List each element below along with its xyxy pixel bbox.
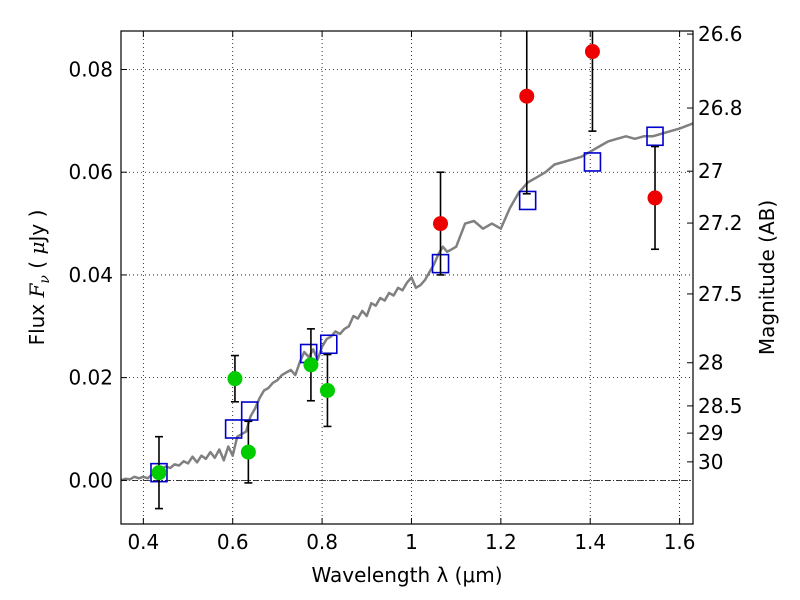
y-axis-label-suffix: Jy ) [25, 210, 49, 244]
model-photometry-square [646, 126, 664, 147]
right-y-tick-label: 28.5 [698, 394, 743, 418]
y-axis-label-middle: ( [25, 255, 49, 276]
model-spectrum-line [121, 122, 693, 482]
y-axis-label-mu: μ [25, 242, 49, 255]
model-photometry-square [518, 190, 537, 211]
y-tick-label: 0.04 [68, 263, 113, 287]
observed-point-green [227, 371, 243, 387]
y-tick-label: 0.02 [68, 366, 113, 390]
observed-point-green [151, 465, 167, 481]
right-y-tick-label: 26.6 [698, 22, 743, 46]
y-axis-label: Flux Fν ( μJy ) [25, 210, 53, 346]
y-axis-label-prefix: Flux [25, 297, 49, 345]
model-photometry-square [583, 152, 602, 172]
plot-area [121, 31, 693, 510]
observed-point-green [319, 382, 335, 398]
y-axis-label-symbol: F [25, 282, 49, 298]
observed-point-red [584, 44, 600, 60]
observed-point-green [240, 444, 256, 460]
model-photometry-square [240, 401, 259, 421]
observed-point-red [433, 216, 449, 232]
model-photometry-square [224, 419, 243, 439]
grid-lines [121, 31, 693, 524]
axis-ticks: 0.4 0.6 0.8 1 1.2 1.4 1.6 0.00 0.02 0.04 0.06 0.08 2… [68, 22, 742, 554]
x-tick-label: 1.4 [574, 530, 606, 554]
model-photometry-square [319, 334, 338, 355]
x-axis-label: Wavelength λ (μm) [311, 563, 502, 587]
y-tick-label: 0.00 [68, 468, 113, 492]
right-y-axis-label: Magnitude (AB) [755, 200, 779, 355]
plot-frame [120, 30, 694, 525]
observed-point-red [519, 88, 535, 104]
right-y-tick-label: 28 [698, 351, 723, 375]
observed-point-red [647, 190, 663, 206]
right-y-tick-label: 27.2 [698, 211, 743, 235]
x-tick-label: 1.2 [485, 530, 517, 554]
x-tick-label: 0.4 [127, 530, 159, 554]
y-tick-label: 0.06 [68, 160, 113, 184]
y-tick-label: 0.08 [68, 58, 113, 82]
observed-point-green [303, 357, 319, 373]
right-y-tick-label: 27 [698, 159, 723, 183]
y-axis-label-subscript: ν [37, 275, 53, 284]
x-tick-label: 1.6 [664, 530, 696, 554]
right-y-tick-label: 27.5 [698, 282, 743, 306]
right-y-tick-label: 29 [698, 421, 723, 445]
x-tick-label: 0.6 [217, 530, 249, 554]
right-y-tick-label: 30 [698, 450, 723, 474]
right-y-tick-label: 26.8 [698, 96, 743, 120]
x-tick-label: 0.8 [306, 530, 338, 554]
x-tick-label: 1 [405, 530, 418, 554]
